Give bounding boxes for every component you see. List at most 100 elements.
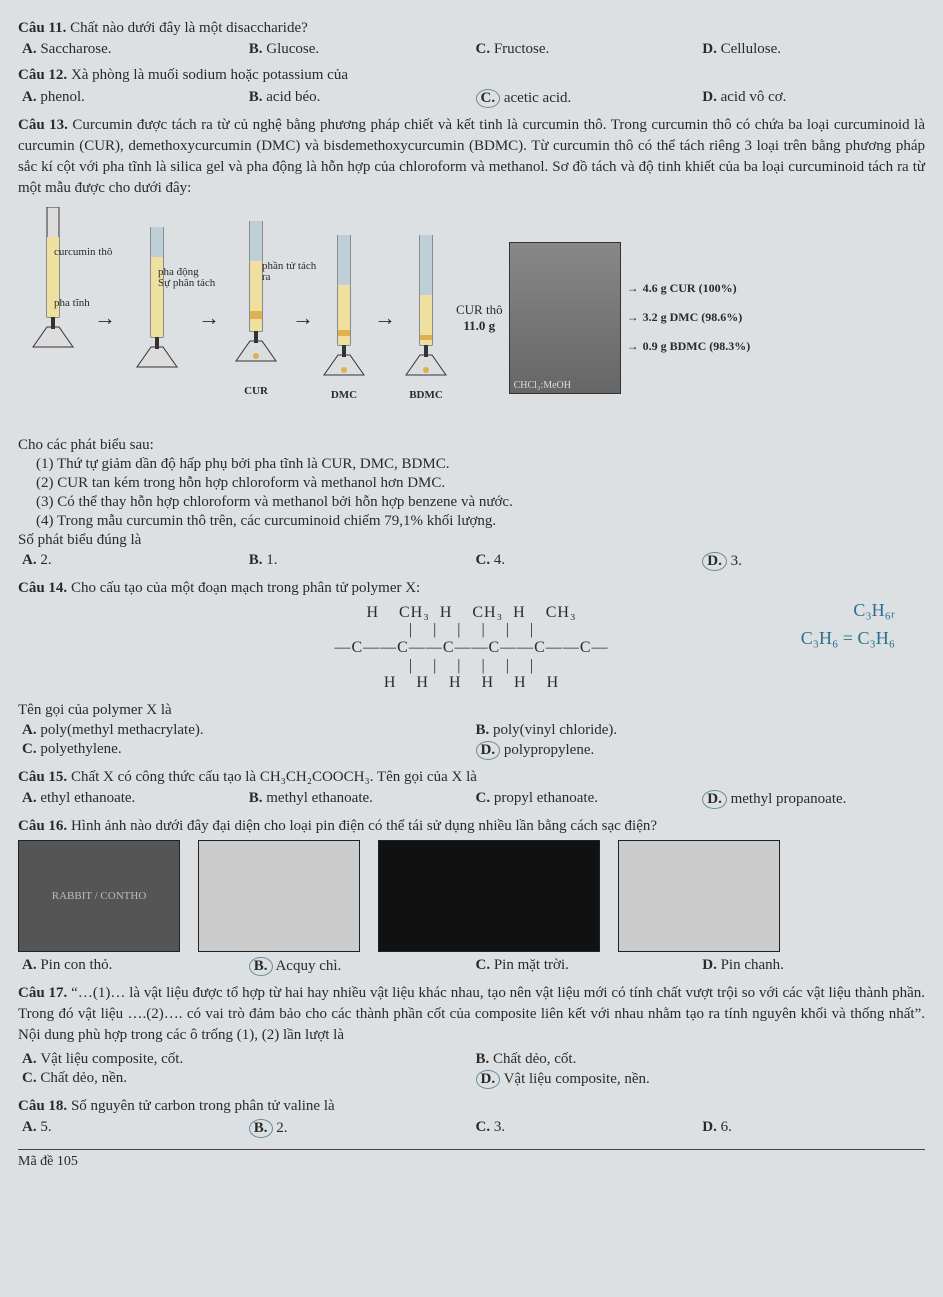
q17: Câu 17. “…(1)… là vật liệu được tổ hợp t… bbox=[18, 983, 925, 1046]
polymer-mid: —C——C——C——C——C——C— bbox=[18, 639, 925, 657]
page-footer: Mã đề 105 bbox=[18, 1149, 925, 1170]
lbl-pha-tinh: pha tĩnh bbox=[54, 298, 124, 309]
q13-text: Curcumin được tách ra từ củ nghệ bằng ph… bbox=[18, 117, 925, 196]
polymer-structure: H CH₃ H CH₃ H CH₃ | | | | | | —C——C——C——… bbox=[18, 604, 925, 692]
q16-options: A. Pin con thỏ. B. Acquy chì. C. Pin mặt… bbox=[18, 956, 925, 977]
q11-text: Chất nào dưới đây là một disaccharide? bbox=[70, 20, 308, 36]
q14: Câu 14. Cho cấu tạo của một đoạn mạch tr… bbox=[18, 578, 925, 598]
q15: Câu 15. Chất X có công thức cấu tạo là C… bbox=[18, 767, 925, 787]
column-2: pha động Sự phân tách bbox=[122, 227, 192, 409]
img-pin-contho: RABBIT / CONTHO bbox=[18, 840, 180, 952]
lbl-curcumin-tho: curcumin thô bbox=[54, 247, 124, 258]
q13-C: C. 4. bbox=[472, 551, 699, 572]
q13-B: B. 1. bbox=[245, 551, 472, 572]
q13: Câu 13. Curcumin được tách ra từ củ nghệ… bbox=[18, 115, 925, 199]
q16-text: Hình ảnh nào dưới đây đại diện cho loại … bbox=[71, 818, 657, 834]
tlc-outputs: → 4.6 g CUR (100%) → 3.2 g DMC (98.6%) →… bbox=[627, 281, 751, 354]
lbl-bdmc: BDMC bbox=[409, 389, 443, 401]
column-4: DMC bbox=[320, 235, 368, 401]
q12-text: Xà phòng là muối sodium hoặc potassium c… bbox=[71, 67, 348, 83]
q15-text: Chất X có công thức cấu tạo là CH₃CH₂COO… bbox=[71, 769, 477, 785]
lbl-pha-dong: pha động bbox=[158, 267, 228, 278]
tlc-block: CHCl₃:MeOH → 4.6 g CUR (100%) → 3.2 g DM… bbox=[509, 242, 751, 394]
column-3: phần tử tách ra CUR bbox=[226, 221, 286, 415]
q11-D: D. Cellulose. bbox=[698, 40, 925, 59]
q18-D: D. 6. bbox=[698, 1118, 925, 1139]
q14-C: C. polyethylene. bbox=[18, 740, 472, 761]
q11: Câu 11. Chất nào dưới đây là một disacch… bbox=[18, 18, 925, 38]
polymer-bars1: | | | | | | bbox=[18, 621, 925, 639]
q17-options: A. Vật liệu composite, cốt. B. Chất dẻo,… bbox=[18, 1050, 925, 1090]
q15-B: B. methyl ethanoate. bbox=[245, 789, 472, 810]
q13-A: A. 2. bbox=[18, 551, 245, 572]
column-icon bbox=[232, 221, 280, 381]
q17-text: “…(1)… là vật liệu được tổ hợp từ hai ha… bbox=[18, 985, 925, 1043]
q15-C: C. propyl ethanoate. bbox=[472, 789, 699, 810]
arrow-icon: → bbox=[198, 305, 220, 331]
q16-images: RABBIT / CONTHO bbox=[18, 840, 925, 952]
column-icon bbox=[133, 227, 181, 387]
lbl-cur: CUR bbox=[244, 385, 268, 397]
q12-D: D. acid vô cơ. bbox=[698, 88, 925, 109]
lbl-dmc: DMC bbox=[331, 389, 357, 401]
lbl-su-phan-tach: Sự phân tách bbox=[158, 278, 228, 289]
img-acquy bbox=[198, 840, 360, 952]
q14-label: Câu 14. bbox=[18, 580, 67, 596]
q12-B: B. acid béo. bbox=[245, 88, 472, 109]
q17-B: B. Chất dẻo, cốt. bbox=[472, 1050, 926, 1069]
q11-C: C. Fructose. bbox=[472, 40, 699, 59]
q17-label: Câu 17. bbox=[18, 985, 67, 1001]
handwritten-annot-1: C₃H₆ᵣ bbox=[853, 598, 895, 622]
q16: Câu 16. Hình ảnh nào dưới đây đại diện c… bbox=[18, 816, 925, 836]
polymer-top: H CH₃ H CH₃ H CH₃ bbox=[18, 604, 925, 622]
q11-label: Câu 11. bbox=[18, 20, 66, 36]
img-pin-mattroi bbox=[378, 840, 600, 952]
q16-label: Câu 16. bbox=[18, 818, 67, 834]
cur-tho-mass: 11.0 g bbox=[456, 318, 503, 334]
column-icon bbox=[320, 235, 368, 395]
q13-statements-intro: Cho các phát biểu sau: bbox=[18, 437, 925, 454]
cur-tho-block: CUR thô 11.0 g bbox=[456, 302, 503, 334]
q13-D: D. 3. bbox=[698, 551, 925, 572]
q14-options: A. poly(methyl methacrylate). B. poly(vi… bbox=[18, 721, 925, 761]
exam-code: Mã đề 105 bbox=[18, 1154, 78, 1170]
q17-D: D. Vật liệu composite, nền. bbox=[472, 1069, 926, 1090]
q13-diagram: curcumin thô pha tĩnh → pha động Sự phân… bbox=[18, 207, 925, 429]
q12-label: Câu 12. bbox=[18, 67, 67, 83]
q18-A: A. 5. bbox=[18, 1118, 245, 1139]
q16-B: B. Acquy chì. bbox=[245, 956, 472, 977]
tlc-out-3: → 0.9 g BDMC (98.3%) bbox=[627, 339, 751, 354]
q11-A: A. Saccharose. bbox=[18, 40, 245, 59]
q14-text: Cho cấu tạo của một đoạn mạch trong phân… bbox=[71, 580, 420, 596]
q11-B: B. Glucose. bbox=[245, 40, 472, 59]
handwritten-annot-2: C₃H₆ = C₃H₆ bbox=[801, 626, 895, 650]
q12: Câu 12. Xà phòng là muối sodium hoặc pot… bbox=[18, 65, 925, 85]
q15-D: D. methyl propanoate. bbox=[698, 789, 925, 810]
q18-text: Số nguyên tử carbon trong phân tử valine… bbox=[71, 1098, 335, 1114]
q13-s1: (1) Thứ tự giảm dần độ hấp phụ bởi pha t… bbox=[36, 456, 925, 473]
arrow-icon: → bbox=[292, 305, 314, 331]
q15-options: A. ethyl ethanoate. B. methyl ethanoate.… bbox=[18, 789, 925, 810]
q14-A: A. poly(methyl methacrylate). bbox=[18, 721, 472, 740]
q17-C: C. Chất dẻo, nền. bbox=[18, 1069, 472, 1090]
q12-options: A. phenol. B. acid béo. C. acetic acid. … bbox=[18, 88, 925, 109]
q18-B: B. 2. bbox=[245, 1118, 472, 1139]
q13-options: A. 2. B. 1. C. 4. D. 3. bbox=[18, 551, 925, 572]
q18: Câu 18. Số nguyên tử carbon trong phân t… bbox=[18, 1096, 925, 1116]
tlc-out-2: → 3.2 g DMC (98.6%) bbox=[627, 310, 751, 325]
tlc-plate: CHCl₃:MeOH bbox=[509, 242, 621, 394]
q18-options: A. 5. B. 2. C. 3. D. 6. bbox=[18, 1118, 925, 1139]
column-5: BDMC bbox=[402, 235, 450, 401]
column-icon bbox=[402, 235, 450, 395]
q12-C: C. acetic acid. bbox=[472, 88, 699, 109]
column-1: curcumin thô pha tĩnh bbox=[18, 207, 88, 429]
q15-A: A. ethyl ethanoate. bbox=[18, 789, 245, 810]
q13-label: Câu 13. bbox=[18, 117, 68, 133]
polymer-bars2: | | | | | | bbox=[18, 657, 925, 675]
q12-A: A. phenol. bbox=[18, 88, 245, 109]
q11-options: A. Saccharose. B. Glucose. C. Fructose. … bbox=[18, 40, 925, 59]
tlc-solvent-label: CHCl₃:MeOH bbox=[514, 380, 571, 391]
q16-A: A. Pin con thỏ. bbox=[18, 956, 245, 977]
q17-A: A. Vật liệu composite, cốt. bbox=[18, 1050, 472, 1069]
q14-name-prompt: Tên gọi của polymer X là bbox=[18, 702, 925, 719]
